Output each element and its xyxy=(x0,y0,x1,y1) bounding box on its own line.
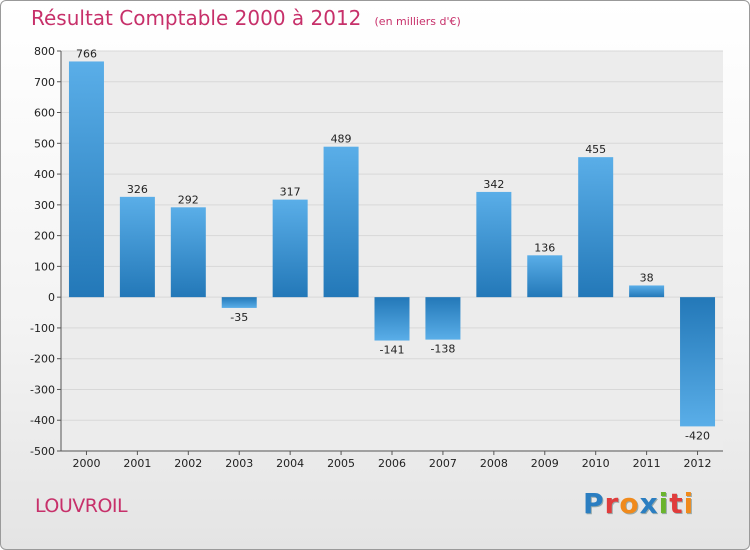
x-tick-label: 2000 xyxy=(72,457,100,470)
data-label: 489 xyxy=(331,133,352,146)
x-tick-label: 2007 xyxy=(429,457,457,470)
y-tick-label: -500 xyxy=(30,445,55,458)
y-tick-label: 300 xyxy=(34,199,55,212)
chart-subtitle: (en milliers d'€) xyxy=(374,15,461,28)
y-tick-label: 0 xyxy=(48,291,55,304)
x-tick-label: 2002 xyxy=(174,457,202,470)
y-tick-label: 800 xyxy=(34,45,55,58)
logo-letter: i xyxy=(658,487,670,520)
x-tick-label: 2010 xyxy=(582,457,610,470)
data-label: 766 xyxy=(76,47,97,60)
logo-letter: x xyxy=(639,487,659,520)
bar-2008 xyxy=(476,191,512,298)
data-label: 38 xyxy=(640,271,654,284)
bar-2003 xyxy=(221,297,257,308)
bar-2005 xyxy=(323,146,359,298)
chart-title-row: Résultat Comptable 2000 à 2012 (en milli… xyxy=(31,6,461,30)
y-tick-label: 200 xyxy=(34,230,55,243)
logo-letter: t xyxy=(669,487,684,520)
data-label: -35 xyxy=(230,311,248,324)
x-tick-label: 2001 xyxy=(123,457,151,470)
data-label: -141 xyxy=(380,344,405,357)
city-name: LOUVROIL xyxy=(35,495,128,517)
bar-2010 xyxy=(578,157,614,298)
logo-letter: r xyxy=(604,487,620,520)
data-label: 317 xyxy=(280,186,301,199)
x-tick-label: 2009 xyxy=(531,457,559,470)
y-tick-label: 400 xyxy=(34,168,55,181)
logo-letter: i xyxy=(683,487,695,520)
data-label: -138 xyxy=(430,343,455,356)
plot-area xyxy=(61,51,723,451)
bar-2006 xyxy=(374,297,410,341)
y-tick-label: 100 xyxy=(34,260,55,273)
x-tick-label: 2004 xyxy=(276,457,304,470)
data-label: 455 xyxy=(585,143,606,156)
bar-2009 xyxy=(527,255,563,298)
data-label: 342 xyxy=(483,178,504,191)
x-tick-label: 2011 xyxy=(633,457,661,470)
bar-2011 xyxy=(629,285,665,298)
bar-2001 xyxy=(119,196,155,298)
y-tick-label: -300 xyxy=(30,383,55,396)
bar-2004 xyxy=(272,199,308,298)
x-tick-label: 2003 xyxy=(225,457,253,470)
proxiti-logo: Proxiti xyxy=(583,487,694,520)
y-tick-label: 500 xyxy=(34,137,55,150)
data-label: 326 xyxy=(127,183,148,196)
logo-letter: o xyxy=(619,487,640,520)
data-label: -420 xyxy=(685,429,710,442)
x-tick-label: 2005 xyxy=(327,457,355,470)
x-tick-label: 2012 xyxy=(684,457,712,470)
bar-2002 xyxy=(170,207,206,298)
x-tick-label: 2006 xyxy=(378,457,406,470)
y-tick-label: 600 xyxy=(34,107,55,120)
y-tick-label: -100 xyxy=(30,322,55,335)
y-tick-label: -400 xyxy=(30,414,55,427)
bar-2007 xyxy=(425,297,461,340)
data-label: 292 xyxy=(178,193,199,206)
bar-2012 xyxy=(680,297,716,427)
data-label: 136 xyxy=(534,241,555,254)
y-tick-label: 700 xyxy=(34,76,55,89)
chart-title: Résultat Comptable 2000 à 2012 xyxy=(31,6,362,30)
y-tick-label: -200 xyxy=(30,353,55,366)
logo-letter: P xyxy=(583,487,605,520)
bar-2000 xyxy=(68,61,104,298)
x-tick-label: 2008 xyxy=(480,457,508,470)
